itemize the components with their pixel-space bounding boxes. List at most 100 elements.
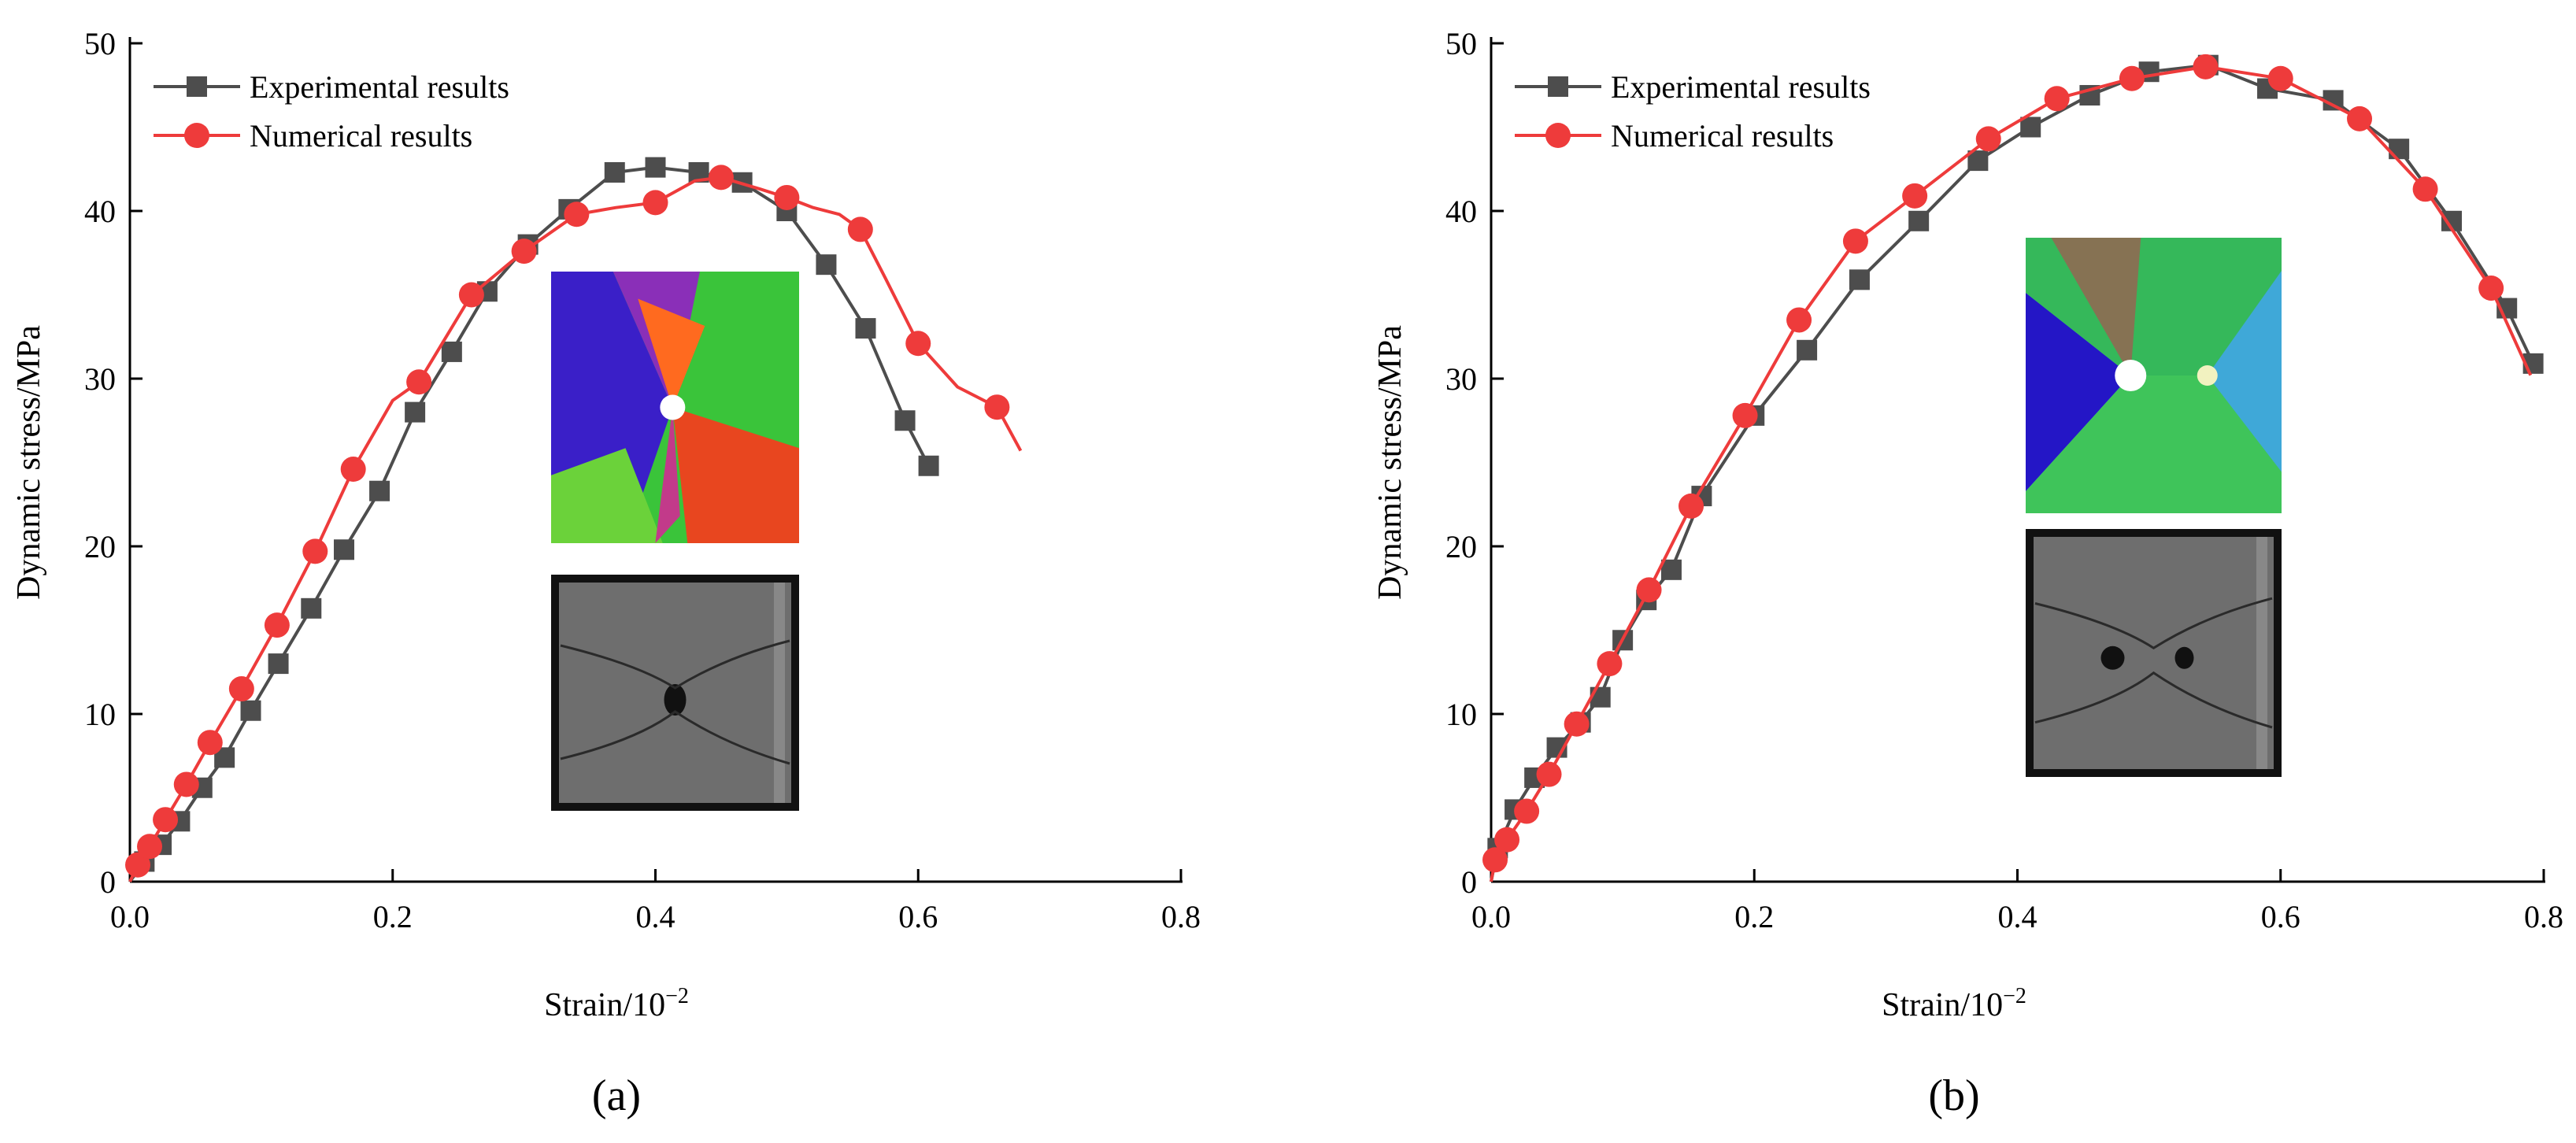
chart-b-x-tick-label: 0.2 bbox=[1734, 899, 1774, 934]
chart-a-point-experimental bbox=[405, 401, 426, 423]
chart-b-point-numerical bbox=[1975, 126, 2001, 152]
chart-b-x-tick-label: 0.8 bbox=[2524, 899, 2563, 934]
chart-a-y-axis-label: Dynamic stress/MPa bbox=[11, 325, 47, 600]
chart-b-x-tick-label: 0.4 bbox=[1998, 899, 2037, 934]
chart-b-point-numerical bbox=[1636, 577, 1662, 603]
chart-b-y-tick-label: 40 bbox=[1445, 194, 1477, 229]
chart-a-point-experimental bbox=[268, 653, 289, 675]
chart-a-series-line-experimental bbox=[128, 165, 931, 883]
chart-a-x-tick-label: 0.2 bbox=[373, 899, 413, 934]
chart-b-numerical-pattern bbox=[2026, 238, 2282, 513]
chart-a-point-numerical bbox=[984, 394, 1010, 420]
chart-b-series-line-numerical bbox=[1490, 65, 2533, 882]
chart-a-point-numerical bbox=[406, 369, 432, 395]
chart-b-photo-crack bbox=[2034, 597, 2273, 649]
chart-a-panel-label: (a) bbox=[592, 1071, 641, 1120]
chart-a-y-tick-label: 0 bbox=[100, 864, 116, 900]
chart-b-point-numerical bbox=[1597, 651, 1623, 677]
chart-a-legend-marker-circle bbox=[184, 123, 209, 148]
chart-a-point-numerical bbox=[197, 730, 223, 756]
chart-b-y-tick-label: 20 bbox=[1445, 529, 1477, 564]
chart-a-point-numerical bbox=[302, 538, 328, 564]
chart-b-point-numerical bbox=[1514, 798, 1540, 824]
chart-a-point-numerical bbox=[708, 165, 734, 190]
chart-b-point-numerical bbox=[2267, 65, 2293, 91]
chart-a-point-numerical bbox=[153, 807, 179, 833]
chart-b-point-experimental bbox=[1908, 210, 1930, 231]
chart-a-y-tick-label: 50 bbox=[84, 26, 116, 61]
chart-a-point-experimental bbox=[334, 539, 355, 560]
chart-a-point-experimental bbox=[894, 410, 916, 431]
chart-b-point-numerical bbox=[1536, 761, 1562, 787]
chart-b-photo-hole bbox=[2100, 645, 2125, 670]
chart-b-specimen-photo bbox=[2034, 537, 2274, 769]
chart-b-point-numerical bbox=[2347, 105, 2373, 131]
chart-b-insets bbox=[2026, 238, 2282, 777]
chart-a-point-numerical bbox=[137, 834, 163, 860]
chart-b-x-tick-label: 0.6 bbox=[2261, 899, 2300, 934]
chart-a-point-numerical bbox=[564, 202, 590, 227]
chart-b-point-experimental bbox=[1660, 559, 1682, 580]
chart-b-point-numerical bbox=[2478, 275, 2504, 301]
chart-a-point-numerical bbox=[774, 184, 800, 210]
chart-b-point-numerical bbox=[1494, 827, 1520, 853]
chart-a-point-experimental bbox=[645, 157, 666, 178]
chart-a-svg: 0.0 0.2 0.4 0.6 0.8 0 10 20 30 40 50 Strain/10−2 Dyn… bbox=[11, 26, 1201, 1120]
chart-a-point-experimental bbox=[604, 162, 625, 183]
chart-a-y-tick-label: 30 bbox=[84, 361, 116, 397]
chart-b-point-numerical bbox=[1678, 493, 1704, 519]
chart-a-x-tick-label: 0.4 bbox=[636, 899, 675, 934]
chart-b-legend-label: Numerical results bbox=[1611, 118, 1834, 154]
chart-a-insets bbox=[551, 272, 799, 811]
chart-a-photo-hole bbox=[664, 684, 687, 716]
chart-a-x-tick-label: 0.6 bbox=[898, 899, 938, 934]
chart-b-legend-marker-circle bbox=[1545, 123, 1571, 148]
chart-b-x-axis-label: Strain/10−2 bbox=[1882, 984, 2026, 1023]
chart-a-point-numerical bbox=[340, 457, 366, 483]
chart-a-point-numerical bbox=[847, 216, 873, 242]
chart-a-point-numerical bbox=[228, 676, 254, 702]
chart-b-x-tick-label: 0.0 bbox=[1471, 899, 1511, 934]
chart-b-point-numerical bbox=[1902, 183, 1928, 209]
chart-a-x-tick-label: 0.0 bbox=[110, 899, 150, 934]
chart-b-point-numerical bbox=[2119, 65, 2145, 91]
chart-b-point-numerical bbox=[1842, 228, 1868, 254]
chart-b-point-experimental bbox=[1849, 269, 1870, 290]
chart-a-y-tick-label: 40 bbox=[84, 194, 116, 229]
chart-a-point-experimental bbox=[918, 455, 939, 476]
chart-b-point-numerical bbox=[1482, 847, 1508, 873]
chart-a-legend-label: Numerical results bbox=[250, 118, 472, 154]
chart-b-y-tick-label: 0 bbox=[1461, 864, 1477, 900]
chart-a-point-numerical bbox=[125, 852, 151, 878]
chart-a-point-numerical bbox=[905, 331, 931, 357]
chart-b-y-tick-label: 30 bbox=[1445, 361, 1477, 397]
chart-a-point-experimental bbox=[240, 700, 261, 721]
chart-a-point-numerical bbox=[264, 612, 290, 638]
chart-b-point-experimental bbox=[1797, 339, 1818, 361]
chart-a-legend-label: Experimental results bbox=[250, 69, 509, 105]
chart-b-point-experimental bbox=[2389, 139, 2410, 160]
chart-a-point-experimental bbox=[301, 597, 322, 619]
chart-b-svg: 0.0 0.2 0.4 0.6 0.8 0 10 20 30 40 50 Strain/10−2 Dyn… bbox=[1372, 26, 2563, 1120]
chart-b-point-numerical bbox=[2044, 86, 2070, 112]
chart-a-point-numerical bbox=[642, 190, 668, 216]
chart-b-panel-label: (b) bbox=[1928, 1071, 1979, 1120]
chart-a-x-axis-label: Strain/10−2 bbox=[544, 984, 689, 1023]
chart-a-x-tick-label: 0.8 bbox=[1161, 899, 1201, 934]
chart-a-legend-marker-square bbox=[187, 76, 207, 97]
chart-b-y-axis-label: Dynamic stress/MPa bbox=[1372, 325, 1408, 600]
chart-b-legend-label: Experimental results bbox=[1611, 69, 1871, 105]
chart-b-point-numerical bbox=[1786, 307, 1812, 333]
chart-a-numerical-pattern bbox=[551, 272, 799, 543]
chart-b-y-tick-label: 50 bbox=[1445, 26, 1477, 61]
chart-b-series-line-experimental bbox=[1490, 63, 2535, 882]
chart-a-point-experimental bbox=[369, 480, 390, 501]
chart-panel-a: 0.0 0.2 0.4 0.6 0.8 0 10 20 30 40 50 Strain/10−2 Dyn… bbox=[11, 26, 1201, 1120]
chart-a-point-numerical bbox=[458, 282, 484, 308]
chart-b-point-numerical bbox=[2412, 176, 2438, 202]
chart-b-point-numerical bbox=[2193, 54, 2219, 80]
chart-b-point-experimental bbox=[2020, 117, 2041, 138]
chart-panel-b: 0.0 0.2 0.4 0.6 0.8 0 10 20 30 40 50 Strain/10−2 Dyn… bbox=[1288, 0, 2576, 1143]
chart-b-point-numerical bbox=[1732, 402, 1758, 428]
